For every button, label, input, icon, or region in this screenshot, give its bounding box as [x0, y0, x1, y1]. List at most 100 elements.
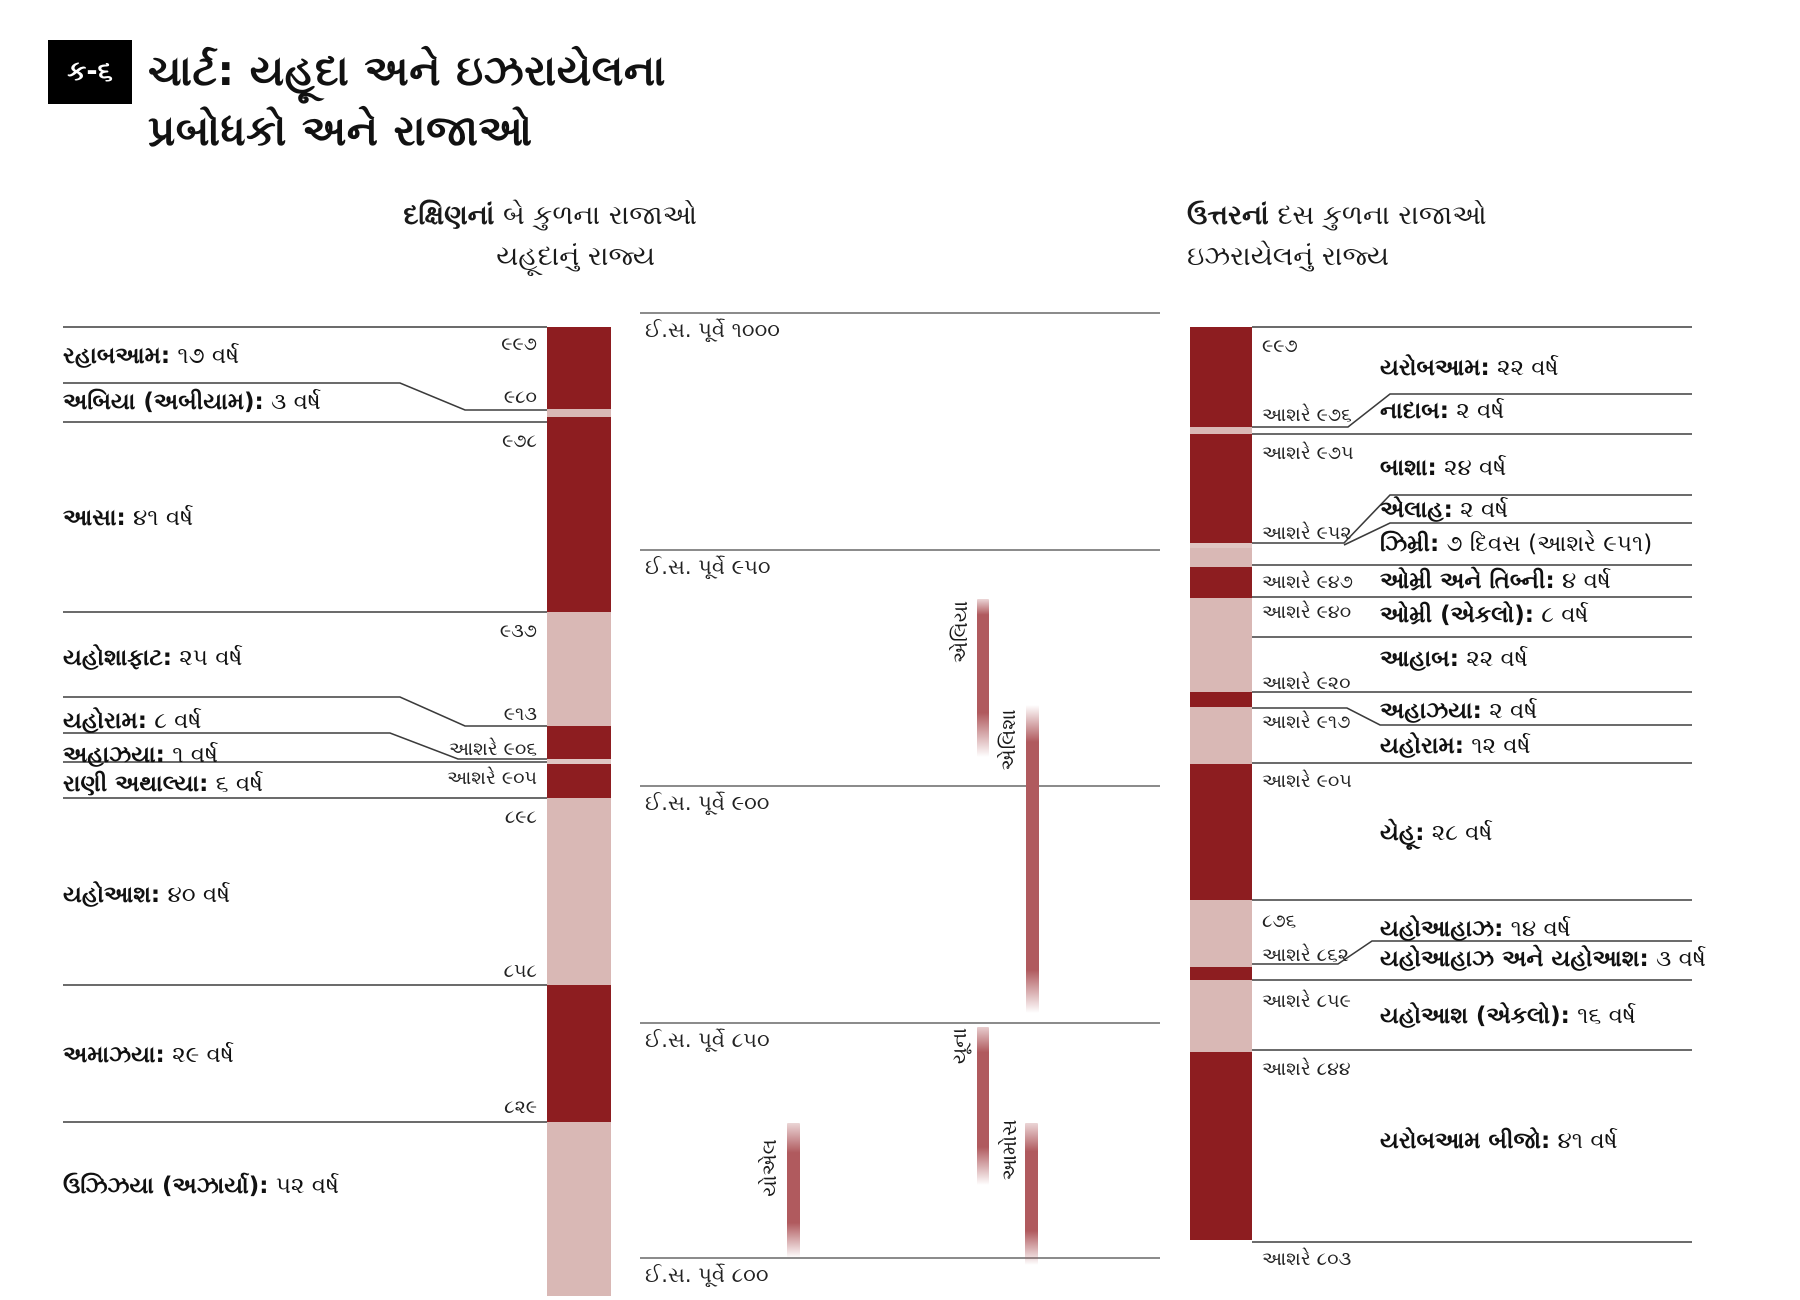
timeline-label-950bc: ઈ.સ. પૂર્વે ૯૫૦	[645, 555, 771, 579]
king-name: આસા:	[63, 505, 126, 531]
south-king-ahaziah: અહાઝયા: ૧ વર્ષ	[63, 742, 218, 768]
north-year-917: આશરે ૯૧૭	[1262, 711, 1351, 733]
north-king-baasha: બાશા: ૨૪ વર્ષ	[1380, 455, 1506, 481]
king-name: બાશા:	[1380, 455, 1437, 481]
king-name: યહોશાફાટ:	[63, 645, 172, 671]
king-name: અહાઝયા:	[63, 742, 165, 768]
king-years: ૨૫ વર્ષ	[179, 645, 243, 671]
north-king-jehu: યેહૂ: ૨૮ વર્ષ	[1380, 820, 1492, 846]
king-years: ૪૧ વર્ષ	[1557, 1128, 1618, 1154]
king-name: ઝિમ્રી:	[1380, 531, 1440, 557]
north-king-jehoash-alone: યહોઆશ (એકલો): ૧૬ વર્ષ	[1380, 1003, 1636, 1029]
king-years: ૩ વર્ષ	[270, 389, 321, 415]
north-year-920: આશરે ૯૨૦	[1262, 672, 1351, 694]
king-name: રાણી અથાલ્યા:	[63, 771, 209, 797]
south-year-937: ૯૩૭	[499, 620, 537, 642]
north-king-jehoahaz-jehoash: યહોઆહાઝ અને યહોઆશ: ૩ વર્ષ	[1380, 946, 1706, 972]
prophet-label-jonah: યૂના	[947, 1027, 971, 1065]
south-row-rules	[63, 326, 547, 1123]
king-years: ૪૦ વર્ષ	[167, 882, 231, 908]
north-row-rules	[1252, 326, 1692, 1243]
south-king-abijah: અબિયા (અબીયામ): ૩ વર્ષ	[63, 389, 321, 415]
south-king-amaziah: અમાઝયા: ૨૯ વર્ષ	[63, 1042, 234, 1068]
north-header-rest: દસ કુળના રાજાઓ	[1268, 200, 1487, 231]
king-years: ૨ વર્ષ	[1460, 497, 1509, 523]
south-header: દક્ષિણનાં બે કુળના રાજાઓ	[250, 200, 697, 232]
north-king-jeroboam2: યરોબઆમ બીજો: ૪૧ વર્ષ	[1380, 1128, 1618, 1154]
south-year-905: આશરે ૯૦૫	[447, 767, 537, 789]
north-year-997: ૯૯૭	[1262, 335, 1298, 357]
south-year-858: ૮૫૮	[503, 960, 537, 982]
king-years: ૪ વર્ષ	[1562, 568, 1611, 594]
king-years: ૧૪ વર્ષ	[1510, 916, 1571, 942]
king-name: યેહૂ:	[1380, 820, 1425, 846]
north-king-ahab: આહાબ: ૨૨ વર્ષ	[1380, 646, 1528, 672]
king-name: ઉઝિઝયા (અઝાર્યા):	[63, 1173, 269, 1199]
king-name: યહોઆહાઝ:	[1380, 916, 1504, 942]
north-year-844: આશરે ૮૪૪	[1262, 1058, 1351, 1080]
north-king-zimri: ઝિમ્રી: ૭ દિવસ (આશરે ૯૫૧)	[1380, 531, 1652, 557]
king-name: એલાહ:	[1380, 497, 1453, 523]
timeline-label-1000bc: ઈ.સ. પૂર્વે ૧૦૦૦	[645, 318, 780, 342]
timeline-label-900bc: ઈ.સ. પૂર્વે ૯૦૦	[645, 791, 770, 815]
king-name: આહાબ:	[1380, 646, 1459, 672]
north-header-bold: ઉત્તરનાં	[1187, 200, 1269, 231]
north-king-jeroboam: યરોબઆમ: ૨૨ વર્ષ	[1380, 355, 1558, 381]
king-name: યરોબઆમ:	[1380, 355, 1490, 381]
north-year-975: આશરે ૯૭૫	[1262, 442, 1354, 464]
north-king-jehoahaz: યહોઆહાઝ: ૧૪ વર્ષ	[1380, 916, 1571, 942]
south-year-980: ૯૮૦	[503, 386, 537, 408]
south-king-rehoboam: રહાબઆમ: ૧૭ વર્ષ	[63, 343, 239, 369]
south-king-jehoram: યહોરામ: ૮ વર્ષ	[63, 708, 201, 734]
south-king-asa: આસા: ૪૧ વર્ષ	[63, 505, 193, 531]
king-years: ૭ દિવસ (આશરે ૯૫૧)	[1446, 531, 1653, 557]
king-name: યહોઆશ (એકલો):	[1380, 1003, 1570, 1029]
king-years: ૨૨ વર્ષ	[1466, 646, 1528, 672]
north-king-elah: એલાહ: ૨ વર્ષ	[1380, 497, 1508, 523]
king-years: ૫૨ વર્ષ	[275, 1173, 339, 1199]
north-king-omri-alone: ઓમ્રી (એકલો): ૮ વર્ષ	[1380, 602, 1588, 628]
south-king-joash: યહોઆશ: ૪૦ વર્ષ	[63, 882, 230, 908]
king-name: યરોબઆમ બીજો:	[1380, 1128, 1551, 1154]
north-year-876: ૮૭૬	[1262, 910, 1297, 932]
king-name: યહોરામ:	[63, 708, 147, 734]
south-year-997: ૯૯૭	[501, 333, 537, 355]
king-years: ૧૨ વર્ષ	[1471, 733, 1531, 759]
north-subheader: ઇઝરાયેલનું રાજ્ય	[1187, 241, 1390, 272]
prophet-label-amos: આમોસ	[997, 1119, 1021, 1181]
prophet-bar-jonah	[977, 1027, 989, 1185]
king-name: અમાઝયા:	[63, 1042, 165, 1068]
king-years: ૨૯ વર્ષ	[172, 1042, 234, 1068]
north-reign-bar	[1190, 327, 1252, 1240]
king-years: ૧૭ વર્ષ	[177, 343, 240, 369]
king-years: ૨૮ વર્ષ	[1431, 820, 1493, 846]
king-years: ૩ વર્ષ	[1655, 946, 1706, 972]
prophet-bar-amos	[1025, 1123, 1038, 1265]
king-years: ૧૬ વર્ષ	[1577, 1003, 1636, 1029]
south-header-bold: દક્ષિણનાં	[403, 200, 495, 231]
king-years: ૮ વર્ષ	[154, 708, 202, 734]
north-king-nadab: નાદાબ: ૨ વર્ષ	[1380, 398, 1504, 424]
king-name: યહોઆશ:	[63, 882, 161, 908]
king-name: યહોરામ:	[1380, 733, 1464, 759]
north-year-905: આશરે ૯૦૫	[1262, 770, 1352, 792]
prophet-label-elisha: એલિશા	[996, 709, 1020, 771]
north-year-952: આશરે ૯૫૨	[1262, 522, 1352, 544]
south-year-898: ૮૯૮	[504, 806, 537, 828]
north-header: ઉત્તરનાં દસ કુળના રાજાઓ	[1187, 200, 1487, 232]
north-king-jehoram: યહોરામ: ૧૨ વર્ષ	[1380, 733, 1531, 759]
prophet-bar-elijah	[977, 599, 989, 757]
king-years: ૧ વર્ષ	[172, 742, 218, 768]
king-name: ઓમ્રી અને તિબ્ની:	[1380, 568, 1555, 594]
north-year-940: આશરે ૯૪૦	[1262, 601, 1352, 623]
north-year-862: આશરે ૮૬૨	[1262, 944, 1349, 966]
prophet-bar-joel	[787, 1123, 800, 1258]
timeline-gridlines	[640, 312, 1160, 1259]
page-title-line1: ચાર્ટ: યહૂદા અને ઇઝરાયેલના	[148, 46, 666, 95]
chart-number-badge: ક-૬	[48, 40, 132, 104]
king-name: રહાબઆમ:	[63, 343, 171, 369]
south-reign-bar	[547, 327, 611, 1296]
south-king-jehoshaphat: યહોશાફાટ: ૨૫ વર્ષ	[63, 645, 242, 671]
